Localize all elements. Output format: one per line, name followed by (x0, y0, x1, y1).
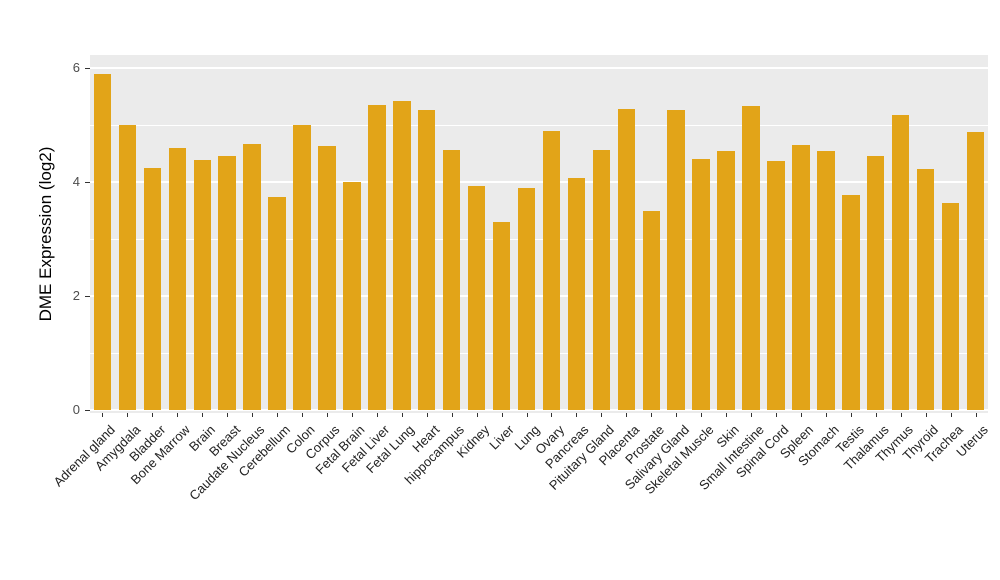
bar (717, 150, 735, 410)
bar (343, 182, 361, 410)
x-tick-mark (726, 413, 728, 417)
y-tick-mark (85, 296, 90, 297)
bar (767, 160, 785, 410)
x-tick-mark (775, 413, 777, 417)
x-tick-mark (476, 413, 478, 417)
bar (393, 101, 411, 410)
y-tick-mark (85, 68, 90, 69)
x-tick-mark (651, 413, 653, 417)
gridline-minor (90, 124, 988, 126)
bar (168, 147, 187, 410)
bar (368, 105, 386, 410)
x-tick-mark (701, 413, 703, 417)
bar (442, 149, 461, 410)
bar (867, 156, 885, 410)
x-tick-mark (102, 413, 104, 417)
x-tick-mark (975, 413, 977, 417)
x-tick-mark (676, 413, 678, 417)
x-tick-mark (875, 413, 877, 417)
bar (842, 195, 860, 410)
y-tick-mark (85, 410, 90, 411)
x-tick-mark (152, 413, 154, 417)
bar (792, 144, 810, 410)
bar (742, 106, 760, 410)
bar (93, 73, 112, 410)
bar (218, 156, 236, 410)
y-tick-label: 4 (72, 174, 80, 189)
x-tick-mark (227, 413, 229, 417)
gridline-minor (90, 238, 988, 240)
y-tick-label: 6 (72, 60, 80, 75)
x-tick-mark (925, 413, 927, 417)
bar (118, 125, 137, 410)
bar (318, 146, 336, 410)
bar (193, 160, 211, 410)
x-tick-mark (401, 413, 403, 417)
x-tick-mark (576, 413, 578, 417)
x-tick-mark (351, 413, 353, 417)
bar (941, 203, 960, 410)
gridline-major (90, 181, 988, 183)
x-tick-mark (451, 413, 453, 417)
x-tick-mark (277, 413, 279, 417)
y-tick-label: 0 (72, 402, 80, 417)
x-tick-mark (127, 413, 129, 417)
bar (517, 187, 536, 410)
bar (817, 150, 835, 410)
x-tick-mark (302, 413, 304, 417)
gridline-major (90, 409, 988, 411)
y-tick-mark (85, 182, 90, 183)
bar (467, 186, 486, 410)
gridline-major (90, 67, 988, 69)
bar (592, 149, 611, 410)
bar (692, 159, 710, 410)
x-tick-mark (900, 413, 902, 417)
x-tick-mark (601, 413, 603, 417)
bar (966, 131, 985, 410)
bar (293, 125, 311, 410)
x-tick-label-text: Liver (486, 422, 518, 453)
gridline-minor (90, 352, 988, 354)
x-tick-mark (202, 413, 204, 417)
x-tick-mark (800, 413, 802, 417)
bar (617, 109, 636, 410)
bar (891, 115, 910, 410)
y-tick-label: 2 (72, 288, 80, 303)
x-tick-mark (626, 413, 628, 417)
x-tick-mark (526, 413, 528, 417)
x-tick-mark (850, 413, 852, 417)
bar (268, 197, 286, 410)
x-tick-mark (751, 413, 753, 417)
plot-panel (90, 55, 988, 413)
bar (243, 143, 261, 410)
x-tick-mark (426, 413, 428, 417)
bar (492, 221, 511, 410)
x-tick-mark (326, 413, 328, 417)
x-tick-mark (177, 413, 179, 417)
x-tick-mark (501, 413, 503, 417)
bar (667, 109, 685, 410)
bar (143, 167, 162, 410)
x-tick-mark (252, 413, 254, 417)
x-tick-mark (950, 413, 952, 417)
bar (567, 178, 586, 410)
x-tick-mark (376, 413, 378, 417)
bar (642, 210, 660, 410)
bar (418, 109, 436, 410)
gridline-major (90, 295, 988, 297)
x-tick-mark (551, 413, 553, 417)
x-tick-mark (825, 413, 827, 417)
bar (542, 130, 561, 410)
bar (916, 168, 935, 410)
